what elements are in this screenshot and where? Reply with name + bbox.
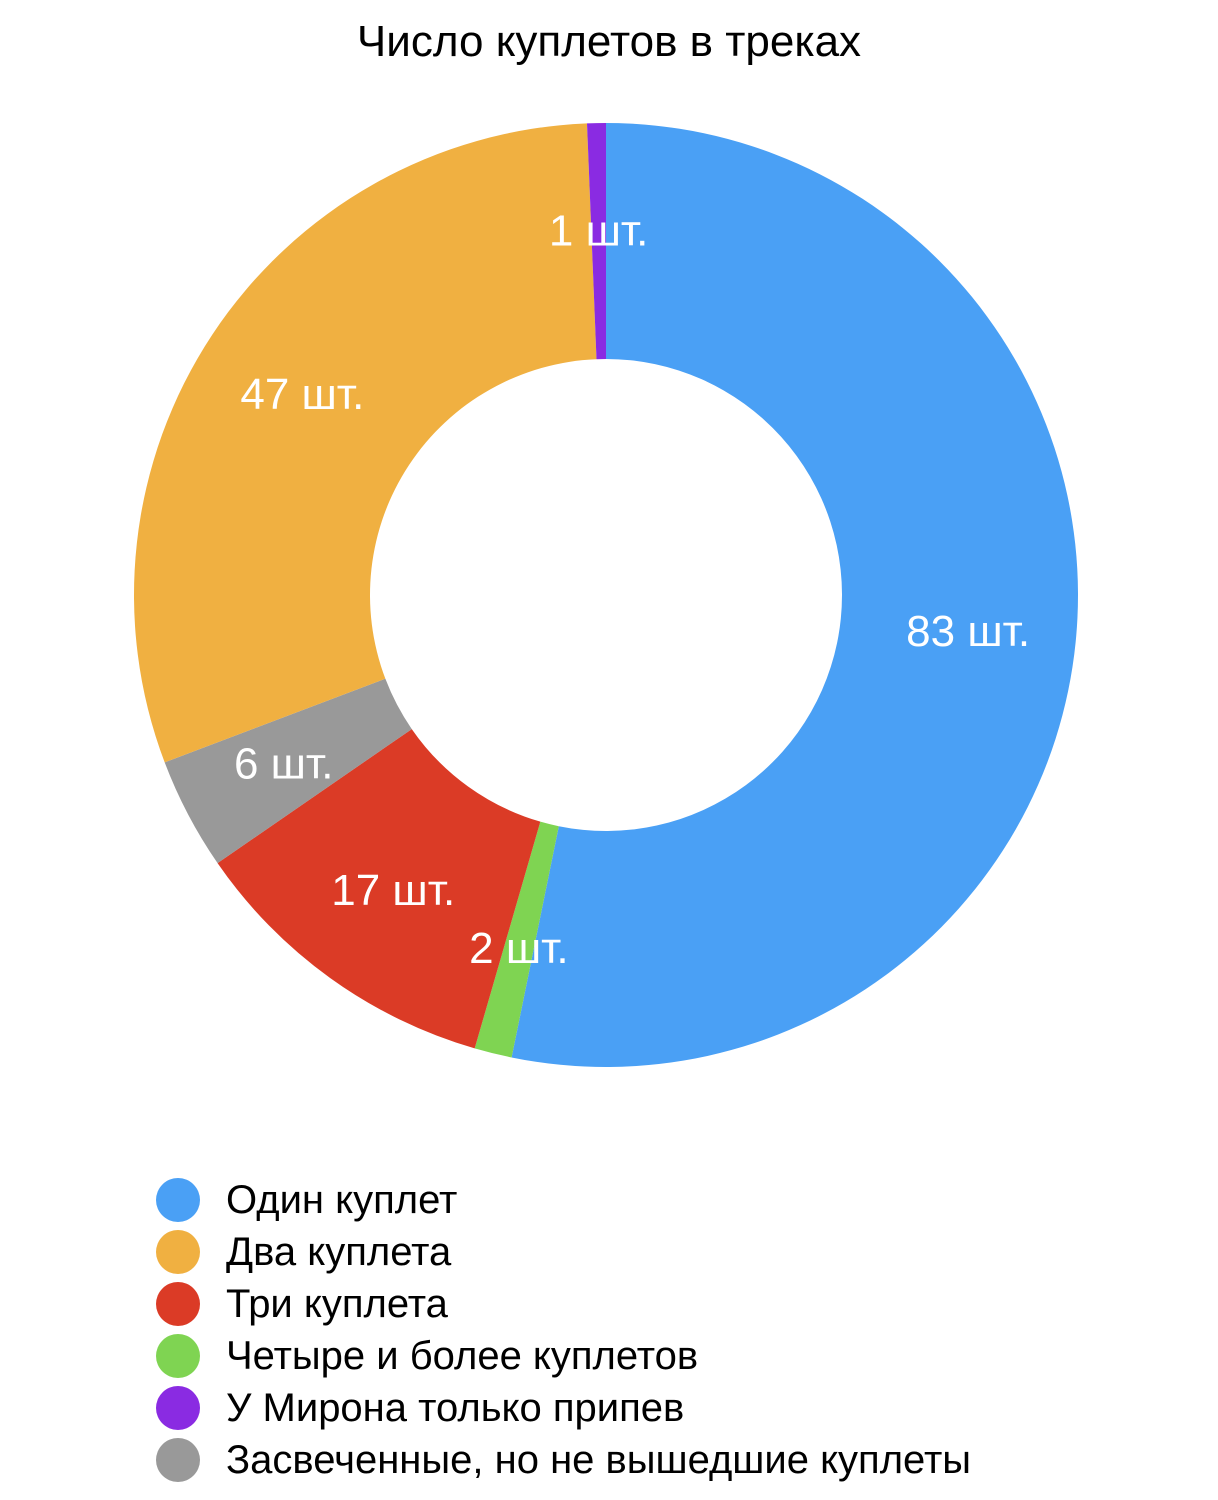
legend-label: Четыре и более куплетов [226, 1334, 699, 1378]
legend-label: Один куплет [226, 1178, 458, 1222]
chart-title: Число куплетов в треках [356, 17, 862, 66]
donut-slice-4 [134, 123, 597, 763]
donut-slice-2 [217, 729, 541, 1049]
legend-swatch [156, 1178, 200, 1222]
legend-label: Два куплета [226, 1230, 452, 1274]
donut-slice-1 [474, 821, 559, 1058]
slice-value-label-4: 47 шт. [240, 370, 364, 419]
legend-label: Три куплета [226, 1282, 448, 1326]
donut-slice-labels: 83 шт. 2 шт. 17 шт. 6 шт. 47 шт. 1 шт. [234, 207, 1030, 973]
legend-item: Два куплета [156, 1226, 971, 1278]
legend-swatch [156, 1282, 200, 1326]
donut-slice-0 [511, 123, 1078, 1067]
legend-item: Четыре и более куплетов [156, 1330, 971, 1382]
legend-item: У Мирона только припев [156, 1382, 971, 1434]
legend-item: Один куплет [156, 1174, 971, 1226]
slice-value-label-1: 2 шт. [469, 924, 569, 973]
legend-swatch [156, 1230, 200, 1274]
slice-value-label-3: 6 шт. [234, 740, 334, 789]
legend-swatch [156, 1438, 200, 1482]
donut-slice-3 [164, 678, 412, 864]
legend-label: У Мирона только припев [226, 1386, 685, 1430]
slice-value-label-2: 17 шт. [331, 866, 455, 915]
legend-label: Засвеченные, но не вышедшие куплеты [226, 1438, 972, 1482]
donut-chart: 83 шт. 2 шт. 17 шт. 6 шт. 47 шт. 1 шт. [134, 123, 1078, 1067]
legend-swatch [156, 1386, 200, 1430]
legend-swatch [156, 1334, 200, 1378]
slice-value-label-5: 1 шт. [549, 207, 649, 256]
legend-item: Засвеченные, но не вышедшие куплеты [156, 1434, 971, 1486]
chart-legend: Один куплет Два куплета Три куплета Четыре … [156, 1174, 971, 1486]
donut-slices [134, 123, 1078, 1067]
donut-slice-5 [586, 123, 606, 360]
slice-value-label-0: 83 шт. [906, 607, 1030, 656]
legend-item: Три куплета [156, 1278, 971, 1330]
